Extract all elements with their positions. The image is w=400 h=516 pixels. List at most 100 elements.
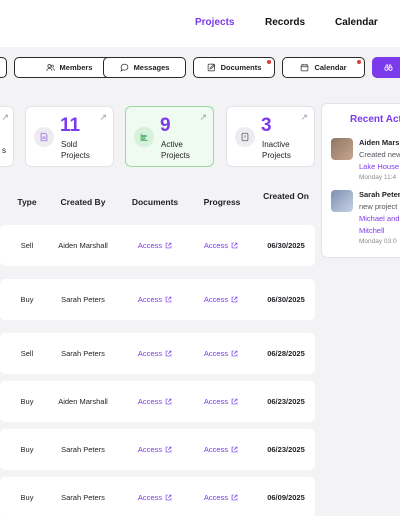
cell-created-on: 06/28/2025 — [267, 349, 305, 358]
arrow-up-right-icon: ↗ — [1, 112, 9, 122]
external-link-icon — [231, 350, 238, 357]
notification-dot — [357, 60, 361, 64]
progress-access-link[interactable]: Access — [188, 397, 254, 406]
nav-calendar[interactable]: Calendar — [335, 17, 378, 28]
cell-created-on: 06/23/2025 — [267, 397, 305, 406]
cell-created-by: Sarah Peters — [61, 349, 105, 358]
col-created-on: Created On — [263, 191, 309, 201]
table-row[interactable]: Buy Sarah Peters Access Access 06/09/2025 — [0, 477, 315, 516]
stat-card-active[interactable]: 9 Active Projects ↗ — [125, 106, 214, 167]
external-link-icon — [165, 242, 172, 249]
cell-created-on: 06/23/2025 — [267, 445, 305, 454]
binoculars-button[interactable] — [372, 57, 400, 78]
external-link-icon — [231, 242, 238, 249]
arrow-up-right-icon: ↗ — [300, 112, 308, 122]
progress-access-label: Access — [203, 349, 229, 358]
cell-type: Buy — [20, 445, 34, 454]
arrow-up-right-icon: ↗ — [199, 112, 207, 122]
calendar-icon — [301, 63, 309, 72]
stat-card-partial[interactable]: ↗ s — [0, 106, 14, 167]
progress-access-label: Access — [203, 295, 229, 304]
cell-created-on: 06/30/2025 — [267, 295, 305, 304]
activity-text: Created new — [359, 150, 400, 159]
cell-created-by: Sarah Peters — [61, 295, 105, 304]
documents-button[interactable]: Documents — [193, 57, 275, 78]
documents-access-label: Access — [137, 397, 163, 406]
active-projects-count: 9 — [160, 115, 171, 136]
external-link-icon — [231, 446, 238, 453]
col-progress: Progress — [203, 197, 241, 207]
documents-access-label: Access — [137, 295, 163, 304]
documents-access-label: Access — [137, 349, 163, 358]
table-row[interactable]: Sell Sarah Peters Access Access 06/28/2025 — [0, 333, 315, 374]
progress-access-link[interactable]: Access — [188, 295, 254, 304]
cell-created-by: Sarah Peters — [61, 493, 105, 502]
external-link-icon — [165, 494, 172, 501]
binoculars-icon — [383, 64, 393, 71]
cell-type: Sell — [20, 349, 34, 358]
toolbar: Members Messages Documents Calendar — [0, 47, 400, 87]
documents-access-link[interactable]: Access — [122, 295, 188, 304]
edit-document-icon — [207, 63, 215, 72]
table-row[interactable]: Buy Aiden Marshall Access Access 06/23/2025 — [0, 381, 315, 422]
partial-button[interactable] — [0, 57, 7, 78]
external-link-icon — [231, 398, 238, 405]
activity-timestamp: Monday 03:0 — [359, 238, 397, 245]
documents-access-label: Access — [137, 493, 163, 502]
documents-access-link[interactable]: Access — [122, 241, 188, 250]
messages-button[interactable]: Messages — [103, 57, 186, 78]
documents-label: Documents — [220, 63, 262, 72]
documents-access-label: Access — [137, 445, 163, 454]
external-link-icon — [165, 296, 172, 303]
table-header: Type Created By Documents Progress Creat… — [0, 186, 315, 226]
documents-access-link[interactable]: Access — [122, 445, 188, 454]
stat-card-partial-label: s — [2, 146, 6, 155]
activity-timestamp: Monday 11:4 — [359, 174, 397, 181]
nav-records[interactable]: Records — [265, 17, 306, 28]
cell-type: Buy — [20, 493, 34, 502]
cell-created-by: Aiden Marshall — [58, 397, 108, 406]
external-link-icon — [165, 350, 172, 357]
cell-type: Sell — [20, 241, 34, 250]
sold-projects-icon — [34, 127, 54, 147]
progress-access-link[interactable]: Access — [188, 349, 254, 358]
activity-project-link[interactable]: Lake House — [359, 162, 400, 171]
cell-created-by: Aiden Marshall — [58, 241, 108, 250]
avatar — [331, 138, 353, 160]
documents-access-link[interactable]: Access — [122, 397, 188, 406]
progress-access-link[interactable]: Access — [188, 241, 254, 250]
recent-activity-title: Recent Acti — [350, 114, 400, 125]
table-row[interactable]: Sell Aiden Marshall Access Access 06/30/2025 — [0, 225, 315, 266]
activity-project-link[interactable]: Mitchell — [359, 226, 385, 235]
chat-bubble-icon — [119, 63, 128, 72]
external-link-icon — [231, 494, 238, 501]
calendar-button[interactable]: Calendar — [282, 57, 365, 78]
progress-access-link[interactable]: Access — [188, 445, 254, 454]
inactive-projects-count: 3 — [261, 115, 272, 136]
documents-access-link[interactable]: Access — [122, 349, 188, 358]
stat-card-sold[interactable]: 11 Sold Projects ↗ — [25, 106, 114, 167]
inactive-projects-icon — [235, 127, 255, 147]
activity-project-link[interactable]: Michael and — [359, 214, 400, 223]
messages-label: Messages — [133, 63, 170, 72]
activity-text: new project — [359, 202, 398, 211]
members-button[interactable]: Members — [14, 57, 124, 78]
table-row[interactable]: Buy Sarah Peters Access Access 06/30/2025 — [0, 279, 315, 320]
cell-created-on: 06/30/2025 — [267, 241, 305, 250]
cell-created-by: Sarah Peters — [61, 445, 105, 454]
progress-access-label: Access — [203, 397, 229, 406]
table-row[interactable]: Buy Sarah Peters Access Access 06/23/2025 — [0, 429, 315, 470]
sold-projects-count: 11 — [60, 115, 81, 136]
nav-projects[interactable]: Projects — [195, 17, 235, 28]
documents-access-label: Access — [137, 241, 163, 250]
members-label: Members — [59, 63, 93, 72]
external-link-icon — [165, 398, 172, 405]
recent-activity-panel: Recent Acti Aiden Mars Created new Lake … — [321, 103, 400, 258]
progress-access-link[interactable]: Access — [188, 493, 254, 502]
progress-access-label: Access — [203, 241, 229, 250]
stat-card-inactive[interactable]: 3 Inactive Projects ↗ — [226, 106, 315, 167]
external-link-icon — [231, 296, 238, 303]
active-projects-icon — [134, 127, 154, 147]
progress-access-label: Access — [203, 445, 229, 454]
documents-access-link[interactable]: Access — [122, 493, 188, 502]
